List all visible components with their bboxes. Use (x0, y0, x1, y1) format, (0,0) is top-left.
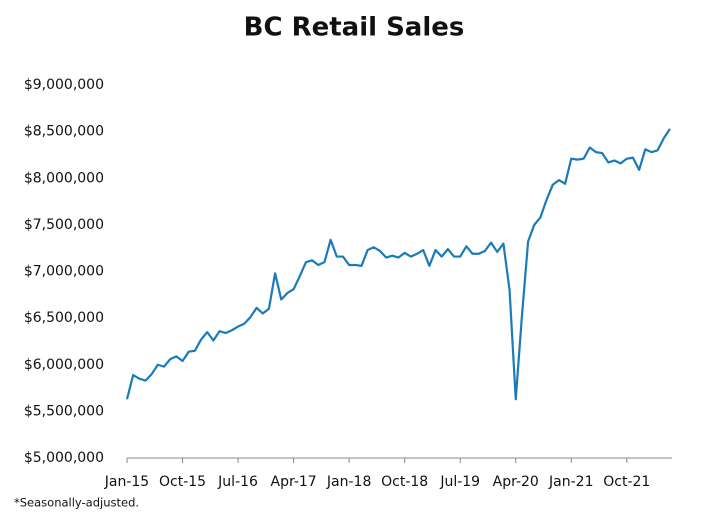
x-tick-label: Jul-19 (439, 474, 480, 490)
y-tick-label: $5,500,000 (24, 403, 104, 419)
y-tick-label: $6,500,000 (24, 310, 104, 326)
line-series (125, 128, 671, 401)
x-tick-label: Oct-18 (381, 474, 428, 490)
x-tick-label: Oct-21 (603, 474, 650, 490)
y-tick-label: $8,500,000 (24, 124, 104, 140)
x-tick-label: Jan-15 (104, 474, 149, 490)
y-tick-label: $7,000,000 (24, 264, 104, 280)
y-tick-label: $9,000,000 (24, 77, 104, 93)
x-tick-label: Apr-17 (271, 474, 317, 490)
y-tick-label: $5,000,000 (24, 450, 104, 466)
x-tick-label: Jul-16 (217, 474, 258, 490)
y-tick-label: $8,000,000 (24, 170, 104, 186)
x-tick-label: Jan-18 (326, 474, 371, 490)
x-tick-label: Jan-21 (548, 474, 593, 490)
x-tick-label: Oct-15 (159, 474, 206, 490)
footnote: *Seasonally-adjusted. (14, 496, 139, 510)
y-tick-label: $7,500,000 (24, 217, 104, 233)
chart-title: BC Retail Sales (244, 13, 465, 43)
y-tick-label: $6,000,000 (24, 357, 104, 373)
x-tick-label: Apr-20 (493, 474, 539, 490)
